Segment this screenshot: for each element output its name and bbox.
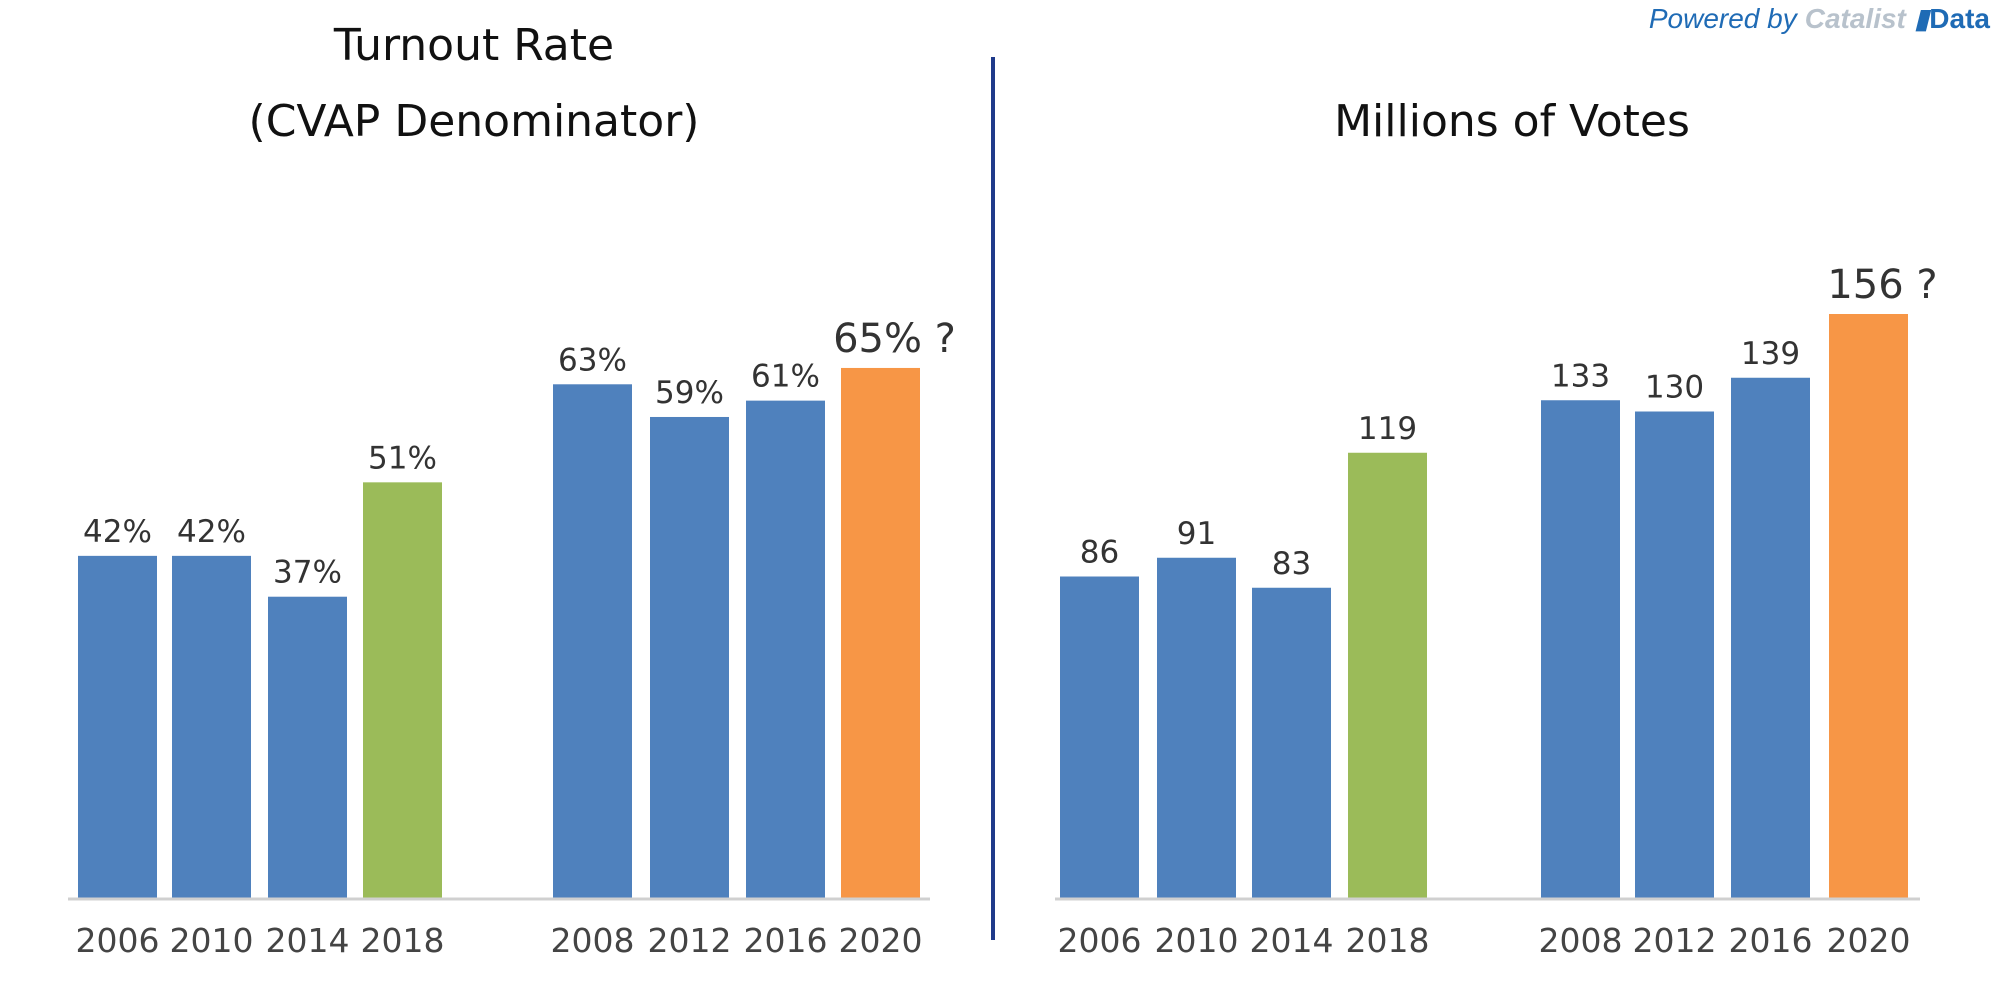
turnout-bar-2008 [553,384,632,899]
votes-bar-2020 [1829,314,1908,899]
votes-value-label-2018: 119 [1358,411,1417,447]
votes-bar-2014 [1252,587,1331,899]
brand-catalist: Catalist [1805,3,1908,34]
votes-value-label-2010: 91 [1177,516,1216,552]
votes-tick-label-2016: 2016 [1729,921,1813,960]
votes-x-tick-labels: 2006 2010 2014 2018 2008 2012 2016 2020 [1058,921,1911,960]
turnout-chart-title-line-1: Turnout Rate [333,20,614,71]
powered-by-prefix: Powered by [1649,3,1799,34]
votes-chart-title: Millions of Votes [1334,96,1690,147]
turnout-tick-label-2020: 2020 [839,921,923,960]
votes-tick-label-2006: 2006 [1058,921,1142,960]
turnout-value-label-2012: 59% [655,375,724,411]
turnout-bars [78,367,920,899]
brand-data: Data [1929,3,1990,34]
votes-value-label-2020: 156 ? [1827,262,1937,308]
turnout-tick-label-2006: 2006 [76,921,160,960]
turnout-value-label-2020: 65% ? [833,316,956,362]
turnout-value-label-2018: 51% [368,440,437,476]
powered-by-credit: Powered by Catalist ▮Data [1649,3,1991,34]
data-bars-icon: ▮ [1914,3,1932,34]
turnout-bar-2010 [172,555,251,899]
turnout-bar-2018 [363,482,442,899]
turnout-bar-2016 [746,400,825,899]
votes-bar-2006 [1060,576,1139,899]
turnout-value-labels: 42% 42% 37% 51% 63% 59% 61% 65% ? [83,316,956,591]
votes-panel: Millions of Votes 86 91 83 119 133 130 139 156 … [1055,96,1938,960]
votes-bar-2018 [1348,452,1427,899]
votes-tick-label-2010: 2010 [1155,921,1239,960]
turnout-tick-label-2016: 2016 [744,921,828,960]
votes-value-label-2006: 86 [1080,535,1119,571]
turnout-value-label-2008: 63% [558,342,627,378]
turnout-value-label-2014: 37% [273,555,342,591]
votes-bar-2010 [1157,557,1236,899]
turnout-tick-label-2018: 2018 [361,921,445,960]
turnout-tick-label-2010: 2010 [170,921,254,960]
turnout-tick-label-2008: 2008 [551,921,635,960]
turnout-bar-2014 [268,596,347,899]
turnout-chart-title-line-2: (CVAP Denominator) [249,96,700,147]
votes-tick-label-2012: 2012 [1633,921,1717,960]
votes-bar-2012 [1635,411,1714,899]
votes-tick-label-2008: 2008 [1539,921,1623,960]
votes-value-label-2008: 133 [1551,358,1610,394]
turnout-bar-2006 [78,555,157,899]
turnout-tick-label-2012: 2012 [648,921,732,960]
votes-tick-label-2020: 2020 [1827,921,1911,960]
turnout-bar-2012 [650,416,729,899]
votes-tick-label-2014: 2014 [1250,921,1334,960]
votes-value-label-2012: 130 [1645,370,1704,406]
turnout-value-label-2006: 42% [83,514,152,550]
turnout-bar-2020 [841,367,920,899]
votes-bars [1060,314,1908,899]
turnout-value-label-2016: 61% [751,359,820,395]
votes-tick-label-2018: 2018 [1346,921,1430,960]
turnout-rate-panel: Turnout Rate (CVAP Denominator) 42% 42% 37… [68,20,956,960]
turnout-x-tick-labels: 2006 2010 2014 2018 2008 2012 2016 2020 [76,921,923,960]
votes-value-label-2014: 83 [1272,546,1311,582]
votes-bar-2016 [1731,377,1810,899]
turnout-tick-label-2014: 2014 [266,921,350,960]
votes-value-labels: 86 91 83 119 133 130 139 156 ? [1080,262,1938,582]
votes-bar-2008 [1541,400,1620,899]
votes-value-label-2016: 139 [1741,336,1800,372]
turnout-value-label-2010: 42% [177,514,246,550]
